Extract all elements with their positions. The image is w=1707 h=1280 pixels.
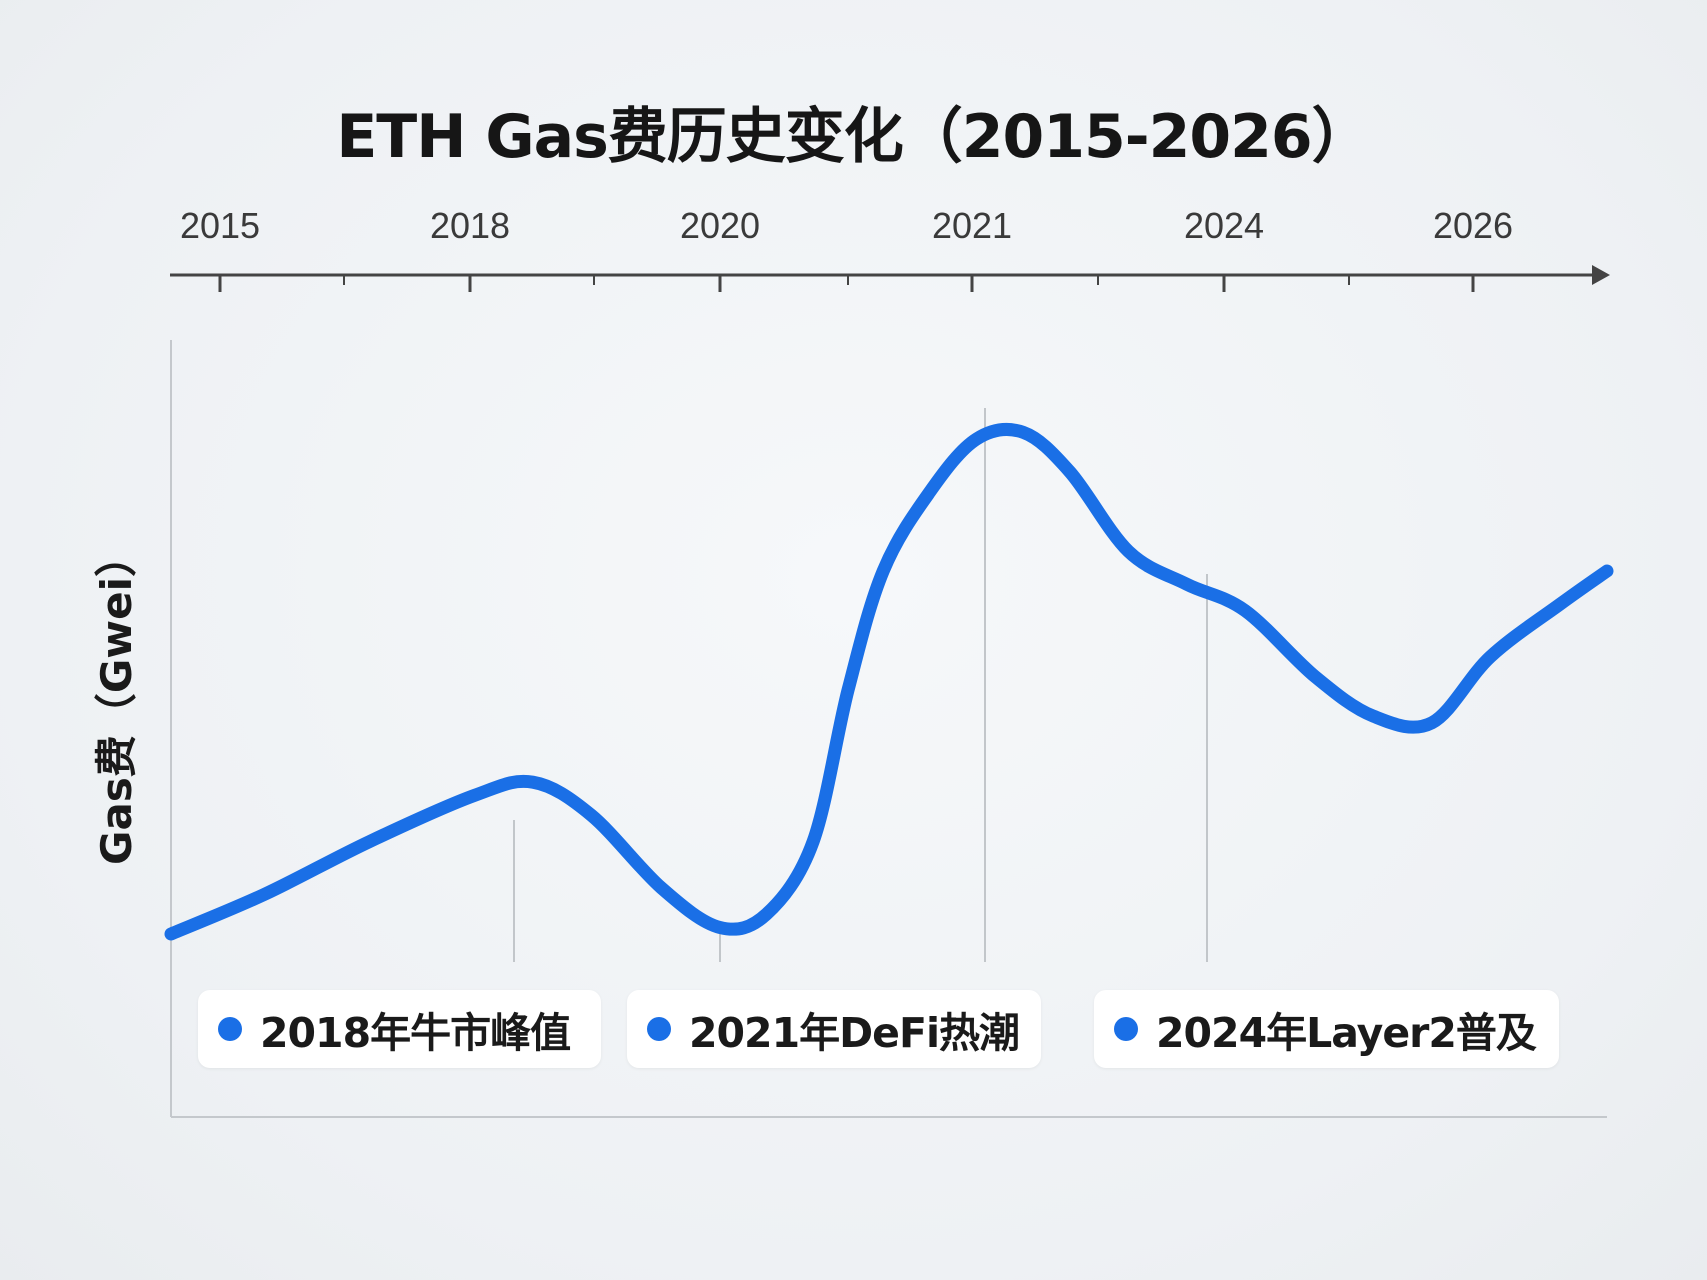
annotation-label: 2018年牛市峰值: [260, 1009, 571, 1057]
annotation-label: 2024年Layer2普及: [1156, 1009, 1537, 1057]
annotation-2018-bull-peak: 2018年牛市峰值: [198, 990, 601, 1068]
timeline-ticks: [218, 275, 1475, 292]
timeline-tick-label: 2015: [180, 205, 260, 246]
timeline-tick-label: 2024: [1184, 205, 1264, 246]
annotation-dot-icon: [647, 1017, 671, 1041]
series-line: [164, 422, 1614, 941]
timeline-arrow-icon: [1592, 265, 1610, 285]
annotation-dot-icon: [1114, 1017, 1138, 1041]
annotation-2021-defi: 2021年DeFi热潮: [627, 990, 1041, 1068]
annotation-dot-icon: [218, 1017, 242, 1041]
timeline-tick-label: 2020: [680, 205, 760, 246]
timeline-labels: 2015 2018 2020 2021 2024 2026: [180, 205, 1513, 246]
timeline-tick-label: 2021: [932, 205, 1012, 246]
timeline-tick-label: 2018: [430, 205, 510, 246]
annotation-label: 2021年DeFi热潮: [689, 1009, 1020, 1057]
timeline-tick-label: 2026: [1433, 205, 1513, 246]
y-axis-label: Gas费（Gwei）: [92, 535, 141, 865]
annotation-2024-layer2: 2024年Layer2普及: [1094, 990, 1559, 1068]
annotation-guide-lines: [513, 408, 1208, 962]
chart-title: ETH Gas费历史变化（2015-2026）: [336, 102, 1371, 172]
